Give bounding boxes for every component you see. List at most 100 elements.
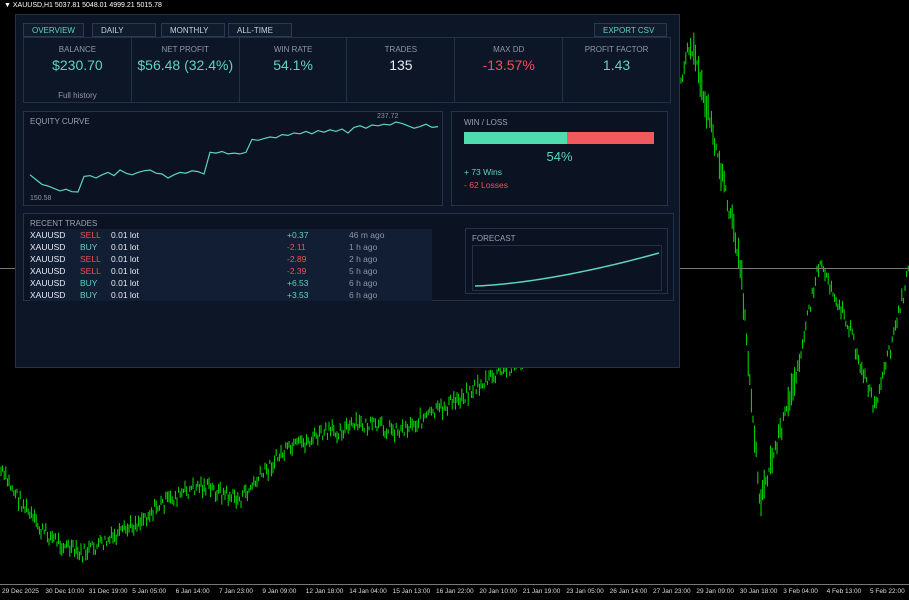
- trade-lot: 0.01 lot: [111, 254, 139, 264]
- trade-side: SELL: [80, 254, 101, 264]
- wins-count: + 73 Wins: [464, 167, 503, 177]
- forecast-card: FORECAST: [465, 228, 668, 294]
- stats-row: BALANCE $230.70 Full history NET PROFIT $56.…: [23, 37, 671, 103]
- trade-pnl: -2.11: [287, 242, 306, 252]
- trade-lot: 0.01 lot: [111, 290, 139, 300]
- forecast-line: [474, 252, 660, 287]
- time-tick: 31 Dec 19:00: [88, 588, 128, 595]
- trade-pnl: -2.89: [287, 254, 307, 264]
- trade-side: SELL: [80, 266, 101, 276]
- tab-monthly[interactable]: MONTHLY: [161, 23, 225, 37]
- time-tick: 12 Jan 18:00: [305, 588, 344, 595]
- trade-row[interactable]: XAUUSD BUY 0.01 lot +6.53 6 h ago: [30, 277, 432, 289]
- time-tick: 16 Jan 22:00: [436, 588, 474, 595]
- time-tick: 29 Dec 2025: [2, 588, 39, 595]
- trade-time: 46 m ago: [349, 230, 385, 240]
- stat-value: 1.43: [602, 57, 631, 73]
- time-tick: 5 Feb 22:00: [870, 588, 905, 595]
- equity-title: EQUITY CURVE: [30, 117, 90, 126]
- tab-overview[interactable]: OVERVIEW: [23, 23, 84, 37]
- trade-time: 6 h ago: [349, 290, 378, 300]
- stat-label: NET PROFIT: [161, 45, 209, 54]
- trade-time: 1 h ago: [349, 242, 378, 252]
- trade-row[interactable]: XAUUSD SELL 0.01 lot -2.89 2 h ago: [30, 253, 432, 265]
- stat-label: PROFIT FACTOR: [584, 45, 649, 54]
- recent-trades-title: RECENT TRADES: [30, 219, 98, 228]
- equity-chart: [29, 121, 439, 193]
- stat-trades: TRADES 135: [346, 37, 455, 103]
- trade-lot: 0.01 lot: [111, 230, 139, 240]
- time-tick: 9 Jan 09:00: [262, 588, 297, 595]
- stat-profit-factor: PROFIT FACTOR 1.43: [562, 37, 671, 103]
- trade-side: SELL: [80, 230, 101, 240]
- time-tick: 21 Jan 19:00: [522, 588, 561, 595]
- time-tick: 4 Feb 13:00: [826, 588, 862, 595]
- time-tick: 26 Jan 14:00: [609, 588, 648, 595]
- trade-side: BUY: [80, 242, 98, 252]
- trade-time: 5 h ago: [349, 266, 378, 276]
- stat-max-dd: MAX DD -13.57%: [454, 37, 563, 103]
- stat-win-rate: WIN RATE 54.1%: [238, 37, 347, 103]
- time-tick: 27 Jan 23:00: [653, 588, 691, 595]
- forecast-title: FORECAST: [472, 234, 516, 243]
- win-fill: [464, 132, 567, 144]
- stat-label: TRADES: [384, 45, 418, 54]
- time-tick: 6 Jan 14:00: [175, 588, 210, 595]
- stat-label: MAX DD: [493, 45, 525, 54]
- export-csv-button[interactable]: EXPORT CSV: [594, 23, 667, 37]
- equity-line: [29, 121, 439, 193]
- trade-pnl: -2.39: [287, 266, 307, 276]
- win-loss-title: WIN / LOSS: [464, 118, 508, 127]
- stat-value: -13.57%: [482, 57, 535, 73]
- dropdown-icon[interactable]: ▼: [4, 2, 13, 9]
- stat-label: BALANCE: [58, 45, 97, 54]
- time-tick: 14 Jan 04:00: [349, 588, 387, 595]
- equity-max-label: 237.72: [377, 113, 399, 120]
- time-tick: 5 Jan 05:00: [132, 588, 167, 595]
- stat-label: WIN RATE: [273, 45, 313, 54]
- trade-row[interactable]: XAUUSD SELL 0.01 lot +0.37 46 m ago: [30, 229, 432, 241]
- recent-trades-card: RECENT TRADES XAUUSD SELL 0.01 lot +0.37 46 …: [23, 213, 674, 301]
- trade-row[interactable]: XAUUSD BUY 0.01 lot -2.11 1 h ago: [30, 241, 432, 253]
- stat-value: 135: [389, 57, 413, 73]
- stat-value: 54.1%: [273, 57, 313, 73]
- trade-lot: 0.01 lot: [111, 266, 139, 276]
- trade-symbol: XAUUSD: [30, 290, 66, 300]
- trade-symbol: XAUUSD: [30, 254, 66, 264]
- chart-title: ▼ XAUUSD,H1 5037.81 5048.01 4999.21 5015…: [4, 2, 162, 9]
- time-tick: 30 Jan 18:00: [739, 588, 778, 595]
- win-percent: 54%: [546, 149, 573, 164]
- trade-time: 6 h ago: [349, 278, 378, 288]
- trade-pnl: +6.53: [287, 278, 309, 288]
- time-tick: 20 Jan 10:00: [479, 588, 517, 595]
- stat-sub: Full history: [58, 91, 97, 100]
- time-tick: 3 Feb 04:00: [783, 588, 818, 595]
- losses-count: - 62 Losses: [464, 180, 508, 190]
- equity-min-label: 150.58: [30, 195, 52, 202]
- win-loss-card: WIN / LOSS 54% + 73 Wins - 62 Losses: [451, 111, 668, 206]
- trade-row[interactable]: XAUUSD SELL 0.01 lot -2.39 5 h ago: [30, 265, 432, 277]
- forecast-chart: [472, 245, 662, 291]
- trade-time: 2 h ago: [349, 254, 378, 264]
- trade-lot: 0.01 lot: [111, 242, 139, 252]
- time-tick: 23 Jan 05:00: [566, 588, 604, 595]
- trade-symbol: XAUUSD: [30, 278, 66, 288]
- time-axis: 29 Dec 2025 30 Dec 10:00 31 Dec 19:00 5 Jan…: [0, 584, 909, 600]
- trade-lot: 0.01 lot: [111, 278, 139, 288]
- tab-all-time[interactable]: ALL-TIME: [228, 23, 292, 37]
- time-tick: 29 Jan 09:00: [696, 588, 734, 595]
- stat-value: $230.70: [52, 57, 103, 73]
- trade-side: BUY: [80, 278, 98, 288]
- stat-value: $56.48 (32.4%): [137, 57, 234, 73]
- trade-symbol: XAUUSD: [30, 266, 66, 276]
- time-tick: 15 Jan 13:00: [392, 588, 431, 595]
- dashboard-panel: OVERVIEW DAILY MONTHLY ALL-TIME EXPORT C…: [15, 14, 680, 368]
- trade-pnl: +3.53: [287, 290, 309, 300]
- time-tick: 7 Jan 23:00: [219, 588, 253, 595]
- stat-balance: BALANCE $230.70 Full history: [23, 37, 131, 103]
- win-loss-bar: [464, 132, 654, 144]
- trade-row[interactable]: XAUUSD BUY 0.01 lot +3.53 6 h ago: [30, 289, 432, 301]
- equity-curve-card: EQUITY CURVE 150.58 237.72: [23, 111, 443, 206]
- tab-daily[interactable]: DAILY: [92, 23, 156, 37]
- trade-symbol: XAUUSD: [30, 230, 66, 240]
